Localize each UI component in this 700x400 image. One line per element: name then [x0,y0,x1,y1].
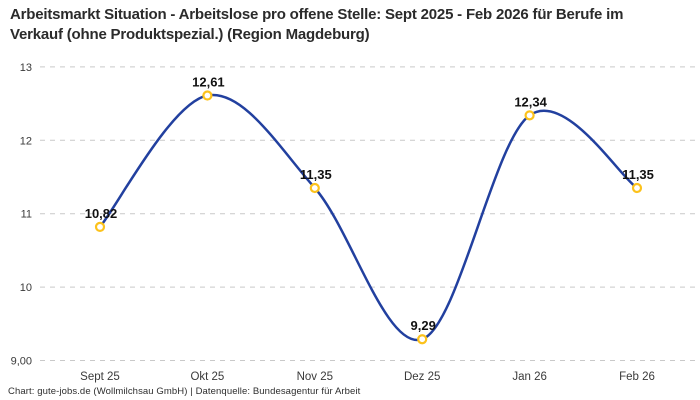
data-point-value-label: 11,35 [300,167,332,182]
data-point-value-label: 12,61 [192,75,225,90]
data-point-value-label: 9,29 [411,318,436,333]
chart-footer-attribution: Chart: gute-jobs.de (Wollmilchsau GmbH) … [8,386,361,397]
x-axis-tick-label: Dez 25 [404,371,440,383]
data-point-marker [94,221,106,233]
y-axis-tick-label: 10 [20,282,32,294]
x-axis-tick-label: Okt 25 [190,371,224,383]
x-axis-tick-label: Jan 26 [512,371,547,383]
x-axis-tick-label: Feb 26 [619,371,655,383]
data-point-marker [631,182,643,194]
data-point-marker [309,182,320,194]
y-axis-tick-label: 13 [20,62,32,74]
data-point-marker [417,334,428,345]
trend-line [98,93,639,342]
chart-title: Arbeitsmarkt Situation - Arbeitslose pro… [10,6,624,43]
data-point-value-label: 11,35 [622,167,654,182]
x-axis-tick-label: Sept 25 [80,371,120,383]
y-axis-tick-label: 11 [21,209,32,221]
data-point-value-label: 10,82 [85,206,118,221]
y-axis-tick-label: 9,00 [11,356,32,368]
data-point-value-label: 12,34 [514,94,547,109]
y-axis-tick-label: 12 [20,135,32,147]
x-axis-tick-label: Nov 25 [297,371,333,383]
data-point-marker [202,90,213,101]
data-point-marker [524,110,535,121]
